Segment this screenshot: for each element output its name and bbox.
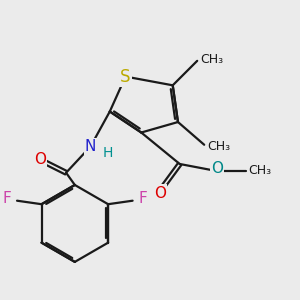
Text: CH₃: CH₃ (200, 52, 224, 66)
Text: O: O (211, 161, 223, 176)
Text: F: F (138, 191, 147, 206)
Text: F: F (3, 191, 12, 206)
Text: O: O (154, 185, 166, 200)
Text: N: N (85, 139, 96, 154)
Text: S: S (120, 68, 131, 85)
Text: H: H (102, 146, 112, 160)
Text: CH₃: CH₃ (207, 140, 230, 153)
Text: O: O (34, 152, 46, 167)
Text: CH₃: CH₃ (249, 164, 272, 178)
